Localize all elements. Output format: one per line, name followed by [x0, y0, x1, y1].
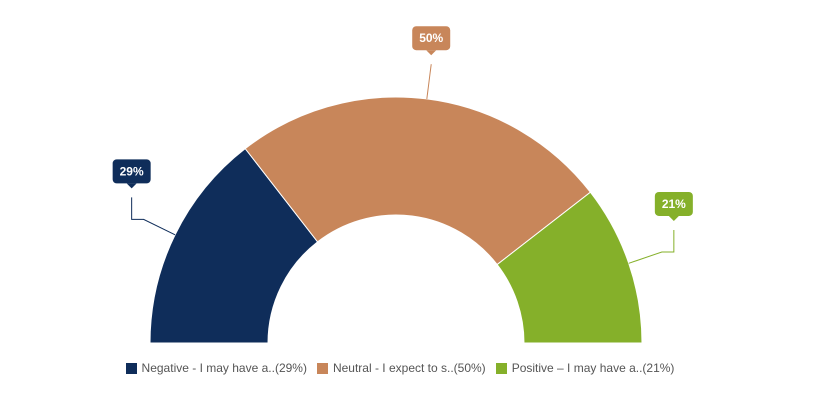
- data-label-positive: 21%: [628, 191, 693, 264]
- data-label-negative: 29%: [112, 159, 176, 236]
- legend-swatch-neutral: [316, 362, 328, 374]
- legend-label-positive: Positive – I may have a..(21%): [511, 361, 675, 375]
- legend-item-neutral[interactable]: Neutral - I expect to s..(50%): [316, 361, 486, 375]
- legend-label-negative: Negative - I may have a..(29%): [141, 361, 307, 375]
- slice-neutral[interactable]: [244, 96, 592, 266]
- leader-line-neutral: [426, 64, 432, 100]
- leader-line-negative: [131, 197, 176, 236]
- leader-line-positive: [628, 229, 675, 264]
- data-label-box-positive: [654, 191, 693, 216]
- data-label-box-negative: [112, 159, 151, 184]
- legend-label-neutral: Neutral - I expect to s..(50%): [332, 361, 486, 375]
- data-label-pointer-negative: [126, 183, 137, 189]
- legend-item-positive[interactable]: Positive – I may have a..(21%): [495, 361, 675, 375]
- data-label-pointer-positive: [668, 215, 679, 221]
- data-label-box-neutral: [412, 26, 451, 51]
- data-label-neutral: 50%: [412, 26, 451, 100]
- data-label-pointer-neutral: [426, 50, 437, 56]
- legend: Negative - I may have a..(29%) Neutral -…: [0, 361, 800, 375]
- legend-item-negative[interactable]: Negative - I may have a..(29%): [125, 361, 307, 375]
- data-label-text-negative: 29%: [120, 164, 144, 178]
- slice-negative[interactable]: [149, 147, 319, 344]
- data-label-text-positive: 21%: [662, 197, 686, 211]
- data-label-text-neutral: 50%: [419, 31, 443, 45]
- legend-swatch-negative: [125, 362, 137, 374]
- slice-positive[interactable]: [496, 191, 643, 344]
- legend-swatch-positive: [495, 362, 507, 374]
